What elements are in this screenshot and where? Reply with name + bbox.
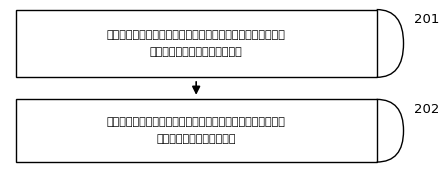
Text: 201: 201: [414, 13, 440, 26]
Bar: [16, 99, 377, 162]
Text: 基于医学影像获取病灶征象轮廓分布信息，其中，病灶征象轮
廓分布信息包括多个二维坐标值: 基于医学影像获取病灶征象轮廓分布信息，其中，病灶征象轮 廓分布信息包括多个二维坐…: [107, 30, 285, 57]
Bar: [16, 10, 377, 77]
Text: 在医学影像的画布标签上上定位多个二维坐标值，连接多个二
维坐标值获取征象闭合轮廓: 在医学影像的画布标签上上定位多个二维坐标值，连接多个二 维坐标值获取征象闭合轮廓: [107, 117, 285, 144]
Text: 202: 202: [414, 103, 440, 116]
